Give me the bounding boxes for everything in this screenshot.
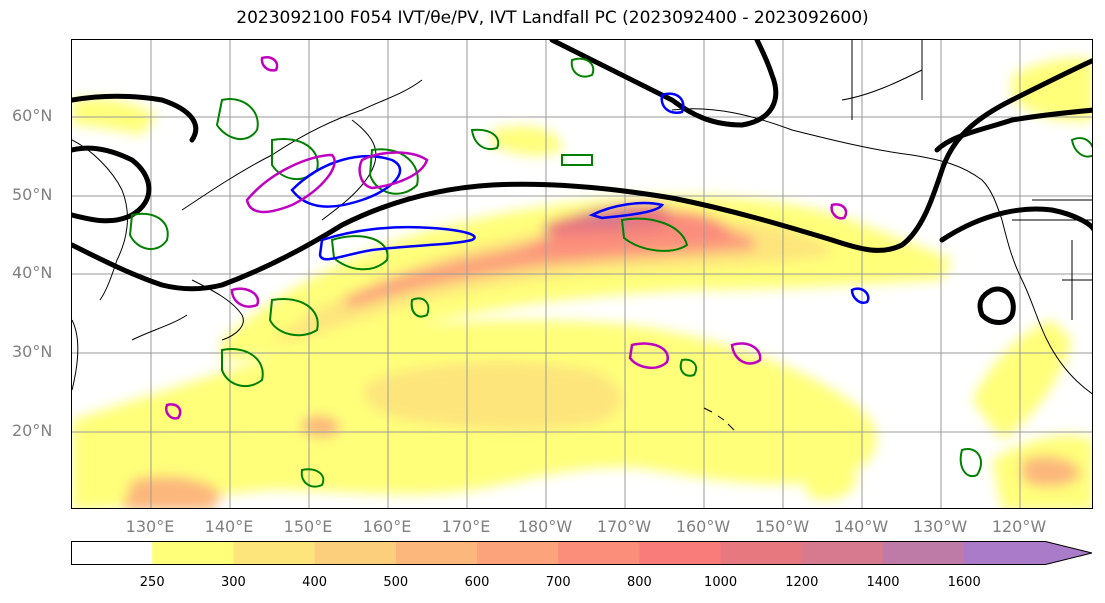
heavy-contours xyxy=(72,40,1092,325)
magenta-contours xyxy=(165,56,848,420)
colorbar-segment xyxy=(395,541,478,565)
chart-title: 2023092100 F054 IVT/θe/PV, IVT Landfall … xyxy=(236,8,869,28)
lat-label-50n: 50°N xyxy=(12,185,53,204)
blue-contours xyxy=(290,92,870,304)
colorbar-segment xyxy=(71,541,153,565)
colorbar-tick-label: 1000 xyxy=(704,575,738,590)
lon-label-130w: 130°W xyxy=(912,517,968,536)
colorbar-tick-label: 1200 xyxy=(785,575,819,590)
lon-label-160e: 160°E xyxy=(362,517,412,536)
colorbar-segment xyxy=(477,541,559,565)
lat-label-40n: 40°N xyxy=(12,263,53,282)
colorbar-segment xyxy=(639,541,722,565)
colorbar-segment xyxy=(558,541,640,565)
lon-label-150w: 150°W xyxy=(754,517,810,536)
lat-label-60n: 60°N xyxy=(12,106,53,125)
map-panel xyxy=(71,39,1093,509)
colorbar-tick-label: 300 xyxy=(220,575,246,590)
colorbar-segment xyxy=(801,541,884,565)
colorbar-segment xyxy=(152,541,234,565)
lon-label-170e: 170°E xyxy=(441,517,491,536)
colorbar-tick-label: 700 xyxy=(545,575,571,590)
colorbar-tick-label: 600 xyxy=(464,575,490,590)
lon-label-140e: 140°E xyxy=(204,517,254,536)
map-gridlines xyxy=(72,40,1092,508)
colorbar-tick-label: 1600 xyxy=(947,575,981,590)
colorbar-segment xyxy=(233,541,316,565)
lon-label-130e: 130°E xyxy=(125,517,175,536)
lon-label-180w: 180°W xyxy=(517,517,573,536)
lon-label-170w: 170°W xyxy=(596,517,652,536)
colorbar-segment xyxy=(964,541,1092,565)
lon-label-120w: 120°W xyxy=(991,517,1047,536)
map-canvas xyxy=(72,40,1092,508)
ivt-colorbar xyxy=(71,541,1093,565)
colorbar-tick-label: 1400 xyxy=(866,575,900,590)
colorbar-segment xyxy=(314,541,397,565)
lat-label-30n: 30°N xyxy=(12,342,53,361)
lon-label-140w: 140°W xyxy=(833,517,889,536)
colorbar-segment xyxy=(883,541,965,565)
lon-label-150e: 150°E xyxy=(283,517,333,536)
lat-label-20n: 20°N xyxy=(12,421,53,440)
colorbar-outline xyxy=(71,541,1093,565)
colorbar-tick-label: 500 xyxy=(383,575,409,590)
coastlines xyxy=(72,40,1092,431)
lon-label-160w: 160°W xyxy=(675,517,731,536)
colorbar-tick-label: 800 xyxy=(626,575,652,590)
colorbar-tick-label: 400 xyxy=(302,575,328,590)
colorbar-tick-label: 250 xyxy=(139,575,165,590)
ivt-shading xyxy=(72,58,1092,508)
colorbar-segment xyxy=(720,541,803,565)
